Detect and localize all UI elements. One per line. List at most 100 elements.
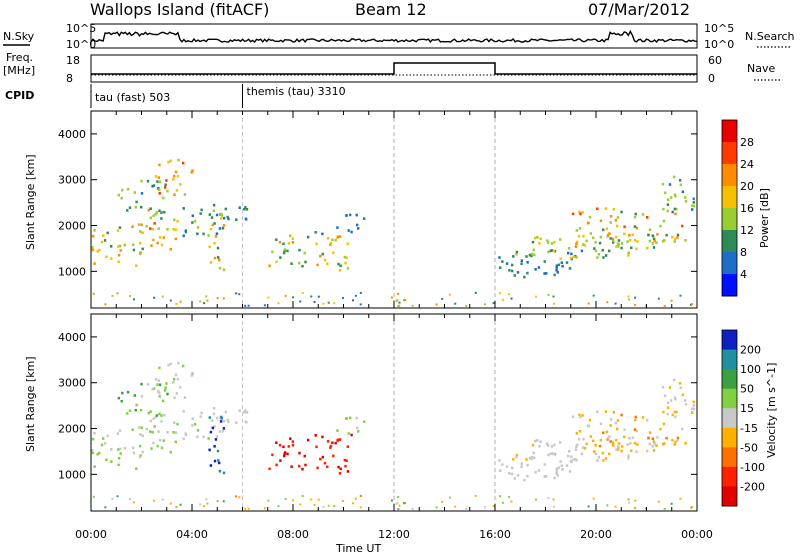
heatmap-cell: [177, 361, 180, 365]
heatmap-cell: [575, 229, 579, 232]
heatmap-cell: [633, 215, 637, 219]
heatmap-cell: [346, 267, 350, 270]
heatmap-cell: [588, 215, 592, 219]
heatmap-cell: [404, 299, 407, 301]
heatmap-cell: [286, 249, 289, 253]
heatmap-cell: [338, 472, 342, 475]
colorbar-segment: [722, 447, 737, 468]
heatmap-cell: [133, 191, 136, 194]
heatmap-cell: [352, 299, 354, 302]
heatmap-cell: [215, 213, 219, 217]
noise-tick-bottom-left: 10^0: [66, 38, 96, 51]
heatmap-cell: [244, 304, 247, 307]
heatmap-cell: [245, 421, 248, 424]
heatmap-cell: [575, 432, 579, 435]
heatmap-cell: [474, 494, 477, 497]
heatmap-cell: [162, 196, 165, 200]
heatmap-cell: [550, 445, 554, 448]
heatmap-cell: [117, 193, 120, 197]
heatmap-cell: [92, 495, 95, 498]
heatmap-cell: [614, 218, 618, 222]
heatmap-cell: [592, 294, 595, 297]
heatmap-cell: [512, 255, 515, 258]
heatmap-cell: [326, 237, 330, 240]
heatmap-cell: [221, 429, 225, 433]
heatmap-cell: [665, 233, 668, 237]
heatmap-cell: [534, 471, 537, 474]
freq-tick-top: 18: [66, 54, 80, 67]
colorbar-segment: [722, 466, 737, 487]
heatmap-cell: [152, 214, 155, 217]
heatmap-cell: [594, 241, 597, 244]
heatmap-cell: [578, 413, 581, 417]
heatmap-cell: [200, 411, 203, 415]
heatmap-cell: [326, 440, 330, 443]
heatmap-cell: [271, 453, 274, 457]
heatmap-cell: [339, 467, 342, 471]
heatmap-cell: [119, 447, 122, 451]
heatmap-cell: [235, 495, 238, 498]
heatmap-cell: [139, 454, 142, 457]
colorbar-tick-label: 24: [740, 158, 754, 171]
heatmap-cell: [132, 248, 136, 252]
heatmap-cell: [167, 160, 170, 164]
heatmap-cell: [123, 243, 126, 247]
heatmap-cell: [213, 222, 216, 225]
heatmap-cell: [671, 210, 674, 214]
heatmap-cell: [179, 386, 182, 389]
heatmap-cell: [216, 500, 219, 503]
heatmap-cell: [316, 263, 319, 267]
heatmap-cell: [646, 449, 649, 453]
heatmap-cell: [636, 443, 639, 446]
heatmap-cell: [150, 447, 153, 450]
heatmap-cell: [559, 257, 562, 260]
heatmap-cell: [344, 464, 347, 468]
heatmap-cell: [666, 406, 670, 409]
heatmap-cell: [616, 419, 620, 422]
heatmap-cell: [102, 437, 105, 440]
heatmap-cell: [359, 291, 362, 294]
heatmap-cell: [321, 232, 324, 236]
heatmap-cell: [287, 445, 290, 448]
colorbar-segment: [722, 120, 737, 143]
x-tick-label: 00:00: [75, 528, 107, 541]
heatmap-cell: [403, 502, 405, 505]
heatmap-cell: [174, 440, 177, 444]
heatmap-cell: [313, 504, 316, 506]
heatmap-cell: [321, 435, 324, 439]
colorbar-segment: [722, 427, 737, 448]
heatmap-cell: [275, 441, 278, 444]
heatmap-cell: [98, 451, 101, 455]
colorbar-segment: [722, 252, 737, 275]
heatmap-cell: [301, 495, 304, 497]
heatmap-cell: [110, 448, 113, 451]
heatmap-cell: [291, 440, 294, 443]
heatmap-cell: [626, 240, 629, 243]
heatmap-cell: [263, 507, 266, 510]
heatmap-cell: [174, 431, 178, 435]
heatmap-cell: [665, 436, 668, 440]
heatmap-cell: [191, 424, 194, 427]
heatmap-cell: [292, 499, 295, 502]
heatmap-cell: [174, 228, 178, 232]
heatmap-cell: [612, 444, 615, 447]
heatmap-cell: [286, 452, 289, 456]
heatmap-cell: [691, 407, 694, 410]
heatmap-cell: [131, 225, 134, 228]
heatmap-cell: [666, 412, 669, 416]
heatmap-cell: [596, 459, 599, 462]
heatmap-cell: [679, 294, 682, 297]
heatmap-cell: [663, 191, 667, 195]
heatmap-cell: [156, 180, 159, 183]
heatmap-cell: [627, 251, 630, 255]
heatmap-cell: [298, 248, 301, 252]
heatmap-cell: [220, 214, 223, 217]
heatmap-cell: [627, 457, 630, 460]
heatmap-cell: [530, 254, 533, 258]
heatmap-cell: [196, 429, 200, 432]
heatmap-cell: [656, 233, 659, 236]
heatmap-cell: [291, 237, 294, 240]
heatmap-cell: [235, 292, 238, 295]
heatmap-cell: [149, 207, 152, 210]
heatmap-cell: [605, 430, 609, 434]
